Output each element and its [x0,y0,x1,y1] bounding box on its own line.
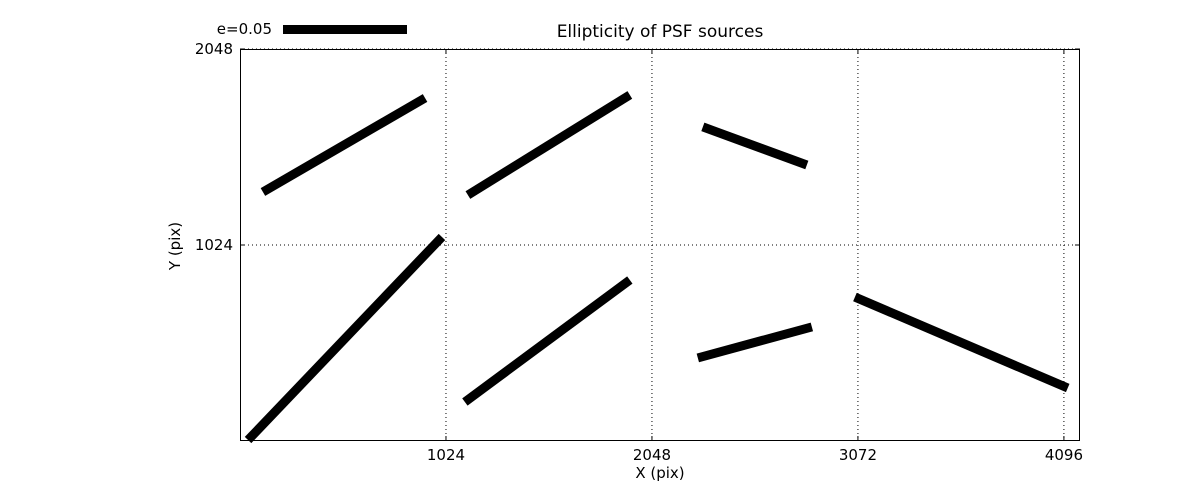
legend-scale-bar-icon [283,25,407,34]
legend-scale-label: e=0.05 [216,20,272,38]
x-tick-label: 3072 [838,446,878,464]
ellipticity-whisker [701,122,809,170]
x-tick-label: 2048 [632,446,672,464]
y-tick-label: 1024 [194,236,233,254]
ellipticity-whisker [260,94,428,196]
ellipticity-whisker [462,276,633,406]
y-tick-label: 2048 [194,40,233,58]
ellipticity-whisker [853,292,1070,393]
axes-frame [240,49,1080,441]
x-tick-label: 4096 [1044,446,1083,464]
whisker-plot-canvas [240,48,1080,444]
ellipticity-whisker [244,233,446,444]
plot-title: Ellipticity of PSF sources [556,22,764,42]
ellipticity-whisker [465,91,633,199]
ellipticity-whisker [696,322,814,363]
x-tick-label: 1024 [426,446,466,464]
x-axis-label: X (pix) [635,464,685,482]
